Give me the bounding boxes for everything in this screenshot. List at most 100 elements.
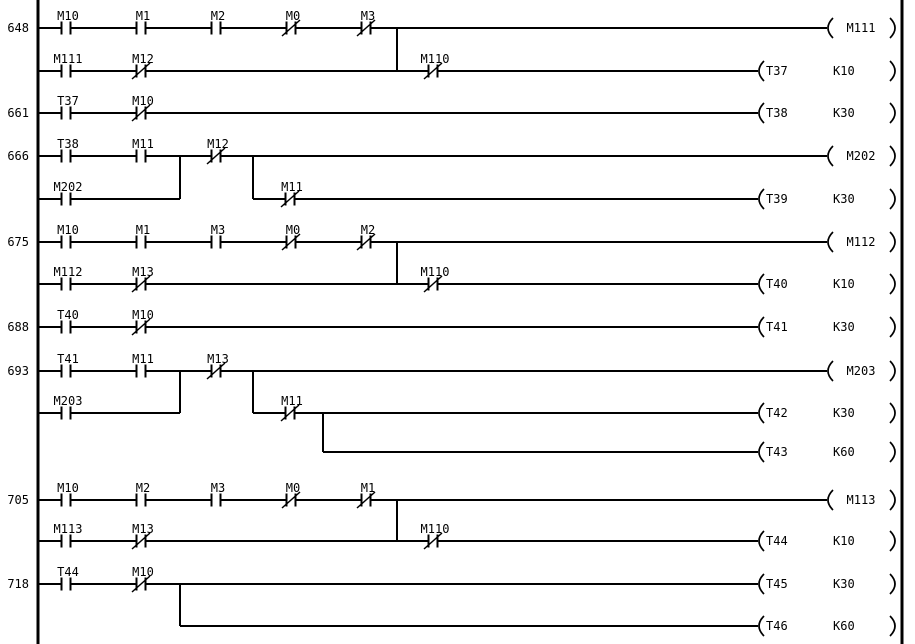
contact-M13-nc[interactable]: M13: [206, 352, 229, 380]
contact-M110-nc[interactable]: M110: [421, 265, 450, 293]
contact-M1-no[interactable]: M1: [135, 9, 150, 35]
contact-M110-nc[interactable]: M110: [421, 52, 450, 80]
contact-M13-nc[interactable]: M13: [131, 265, 154, 293]
contact-M13-nc[interactable]: M13: [131, 522, 154, 550]
coil-M113[interactable]: M113: [827, 489, 896, 511]
rung-row-2: T37 M10 T38 K30: [38, 94, 896, 124]
contact-gap: [62, 25, 70, 31]
coil-paren-open: [758, 316, 765, 338]
contact-gap: [62, 281, 70, 287]
coil-label: T41: [766, 320, 788, 334]
contact-label: M203: [54, 394, 83, 408]
coil-T39[interactable]: T39 K30: [758, 188, 896, 210]
coil-paren-close: [889, 530, 896, 552]
coil-label: M111: [847, 21, 876, 35]
contact-M2-no[interactable]: M2: [135, 481, 150, 507]
contact-label: M202: [54, 180, 83, 194]
contact-M12-nc[interactable]: M12: [206, 137, 229, 165]
contact-M11-no[interactable]: M11: [132, 137, 154, 163]
coil-M202[interactable]: M202: [827, 145, 896, 167]
contact-M10-no[interactable]: M10: [57, 481, 79, 507]
contact-label: M3: [361, 9, 375, 23]
coil-k-value: K60: [833, 619, 855, 633]
coil-k-value: K10: [833, 277, 855, 291]
contact-label: M110: [421, 265, 450, 279]
contact-M1-nc[interactable]: M1: [356, 481, 376, 509]
contact-T41-no[interactable]: T41: [57, 352, 79, 378]
rung-row-9: M203 M11 T42 K30: [38, 394, 896, 424]
contact-M3-no[interactable]: M3: [210, 481, 225, 507]
coil-T43[interactable]: T43 K60: [758, 441, 896, 463]
coil-k-value: K30: [833, 106, 855, 120]
rung-row-6: M112 M13 M110 T40 K10: [38, 265, 896, 295]
contact-M10-no[interactable]: M10: [57, 223, 79, 249]
rung-row-10: T43 K60: [323, 441, 896, 463]
coil-label: T38: [766, 106, 788, 120]
coil-T42[interactable]: T42 K30: [758, 402, 896, 424]
contact-gap: [137, 239, 145, 245]
step-number-718: 718: [7, 577, 29, 591]
coil-T38[interactable]: T38 K30: [758, 102, 896, 124]
contact-M11-nc[interactable]: M11: [280, 394, 303, 422]
coil-T37[interactable]: T37 K10: [758, 60, 896, 82]
contact-M10-no[interactable]: M10: [57, 9, 79, 35]
contact-gap: [212, 25, 220, 31]
coil-k-value: K30: [833, 320, 855, 334]
coil-paren-open: [827, 489, 834, 511]
contact-M111-no[interactable]: M111: [54, 52, 83, 78]
nc-slash: [280, 190, 300, 208]
contact-gap: [62, 110, 70, 116]
contact-T38-no[interactable]: T38: [57, 137, 79, 163]
contact-T44-no[interactable]: T44: [57, 565, 79, 591]
contact-M3-nc[interactable]: M3: [356, 9, 376, 37]
nc-slash: [356, 19, 376, 37]
coil-T44[interactable]: T44 K10: [758, 530, 896, 552]
contact-M0-nc[interactable]: M0: [281, 9, 301, 37]
contact-M11-no[interactable]: M11: [132, 352, 154, 378]
contact-M202-no[interactable]: M202: [54, 180, 83, 206]
coil-T41[interactable]: T41 K30: [758, 316, 896, 338]
contact-M110-nc[interactable]: M110: [421, 522, 450, 550]
step-number-661: 661: [7, 106, 29, 120]
contact-M2-no[interactable]: M2: [210, 9, 225, 35]
contact-T40-no[interactable]: T40: [57, 308, 79, 334]
contact-M11-nc[interactable]: M11: [280, 180, 303, 208]
contact-M12-nc[interactable]: M12: [131, 52, 154, 80]
contact-M0-nc[interactable]: M0: [281, 481, 301, 509]
contact-M10-nc[interactable]: M10: [131, 94, 154, 122]
coil-T45[interactable]: T45 K30: [758, 573, 896, 595]
contact-label: M2: [361, 223, 375, 237]
coil-label: M113: [847, 493, 876, 507]
step-number-693: 693: [7, 364, 29, 378]
coil-T40[interactable]: T40 K10: [758, 273, 896, 295]
coil-M203[interactable]: M203: [827, 360, 896, 382]
contact-M2-nc[interactable]: M2: [356, 223, 376, 251]
coil-T46[interactable]: T46 K60: [758, 615, 896, 637]
coil-paren-close: [889, 60, 896, 82]
contact-label: M110: [421, 522, 450, 536]
coil-paren-close: [889, 360, 896, 382]
contact-label: M11: [281, 180, 303, 194]
contact-M1-no[interactable]: M1: [135, 223, 150, 249]
contact-label: M2: [136, 481, 150, 495]
coil-M111[interactable]: M111: [827, 17, 896, 39]
coil-M112[interactable]: M112: [827, 231, 896, 253]
coil-paren-open: [758, 441, 765, 463]
rung-row-3: T38 M11 M12 M202: [38, 137, 896, 167]
contact-gap: [212, 497, 220, 503]
contact-T37-no[interactable]: T37: [57, 94, 79, 120]
contact-M10-nc[interactable]: M10: [131, 565, 154, 593]
coil-paren-open: [758, 615, 765, 637]
contact-gap: [62, 368, 70, 374]
rung-row-4: M202 M11 T39 K30: [38, 180, 896, 210]
contact-M203-no[interactable]: M203: [54, 394, 83, 420]
contact-M0-nc[interactable]: M0: [281, 223, 301, 251]
contact-label: T44: [57, 565, 79, 579]
contact-M112-no[interactable]: M112: [54, 265, 83, 291]
contact-M10-nc[interactable]: M10: [131, 308, 154, 336]
contact-M3-no[interactable]: M3: [210, 223, 225, 249]
contact-label: T41: [57, 352, 79, 366]
contact-M113-no[interactable]: M113: [54, 522, 83, 548]
contact-label: M112: [54, 265, 83, 279]
nc-slash: [206, 147, 226, 165]
